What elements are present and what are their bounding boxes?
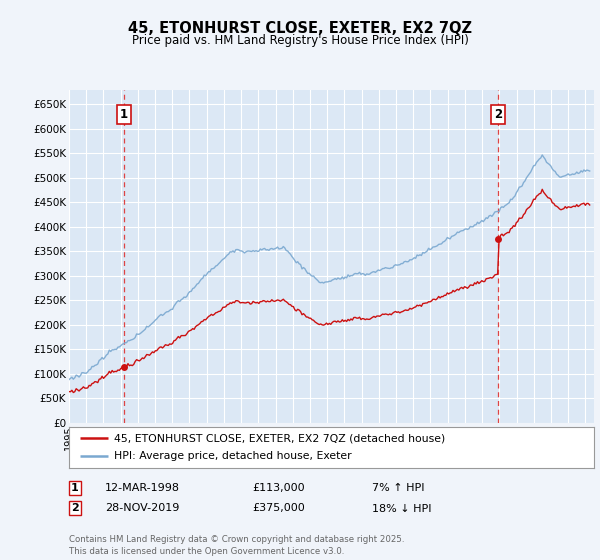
Text: Contains HM Land Registry data © Crown copyright and database right 2025.
This d: Contains HM Land Registry data © Crown c…: [69, 535, 404, 556]
Text: 18% ↓ HPI: 18% ↓ HPI: [372, 503, 431, 514]
Text: 12-MAR-1998: 12-MAR-1998: [105, 483, 180, 493]
Text: 45, ETONHURST CLOSE, EXETER, EX2 7QZ: 45, ETONHURST CLOSE, EXETER, EX2 7QZ: [128, 21, 472, 36]
Text: 7% ↑ HPI: 7% ↑ HPI: [372, 483, 425, 493]
Text: £375,000: £375,000: [252, 503, 305, 514]
Text: HPI: Average price, detached house, Exeter: HPI: Average price, detached house, Exet…: [113, 451, 351, 461]
Text: £113,000: £113,000: [252, 483, 305, 493]
Text: 2: 2: [494, 108, 502, 121]
Text: Price paid vs. HM Land Registry's House Price Index (HPI): Price paid vs. HM Land Registry's House …: [131, 34, 469, 46]
Text: 28-NOV-2019: 28-NOV-2019: [105, 503, 179, 514]
Text: 2: 2: [71, 503, 79, 514]
Text: 1: 1: [71, 483, 79, 493]
Text: 1: 1: [120, 108, 128, 121]
Text: 45, ETONHURST CLOSE, EXETER, EX2 7QZ (detached house): 45, ETONHURST CLOSE, EXETER, EX2 7QZ (de…: [113, 433, 445, 443]
